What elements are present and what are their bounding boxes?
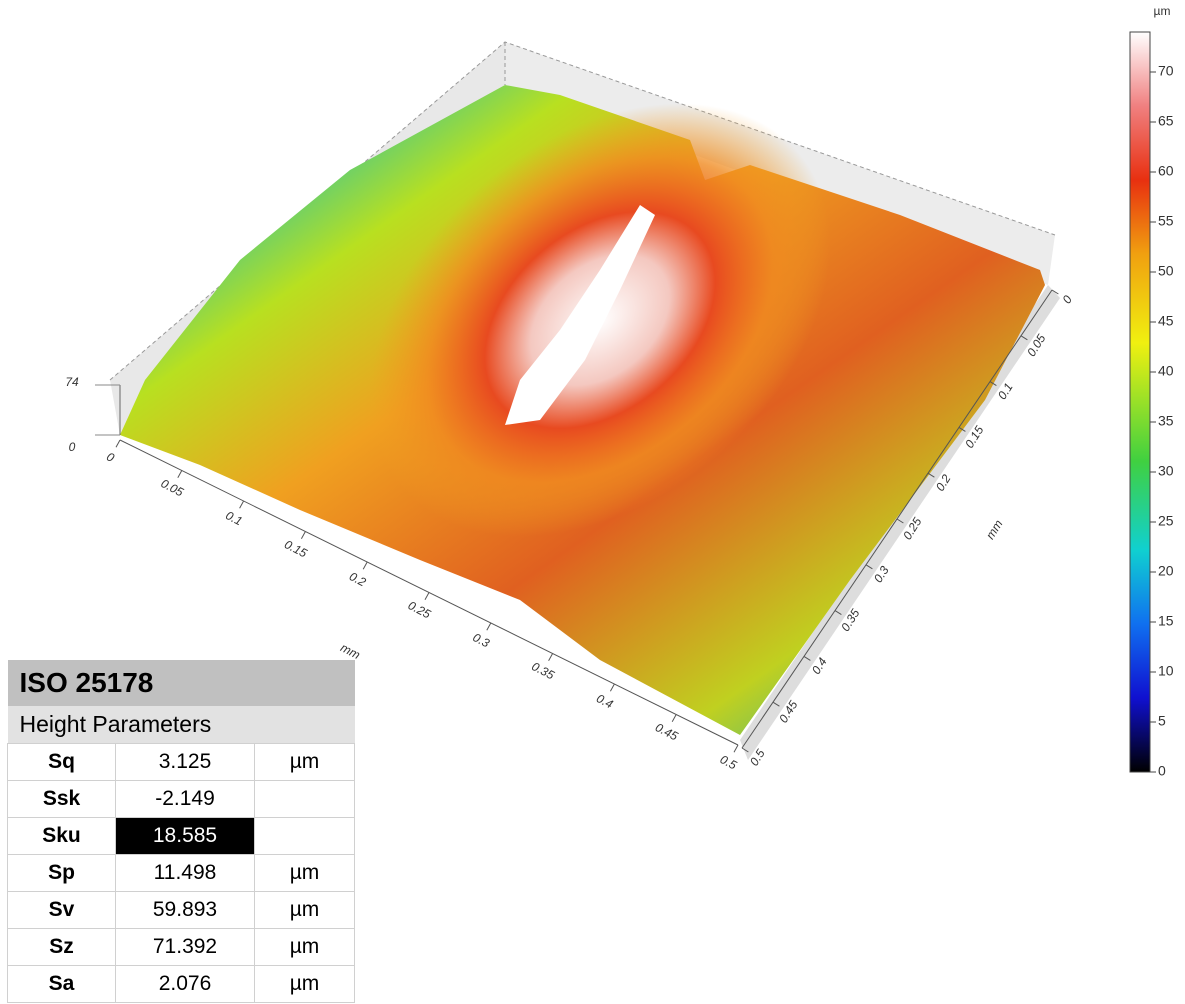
table-row: Sz 71.392 µm	[7, 928, 355, 966]
tick-label: 50	[1158, 263, 1174, 279]
tick-label: 0	[104, 450, 117, 466]
tick-label: 0.2	[347, 569, 369, 589]
tick-mark	[1051, 289, 1059, 295]
tick-mark	[834, 610, 842, 616]
tick-label: 45	[1158, 313, 1174, 329]
tick-label: 0.4	[594, 691, 616, 711]
tick-mark	[865, 564, 873, 570]
table-cell: Sz	[7, 928, 116, 966]
table-cell: µm	[254, 854, 355, 892]
tick-mark	[772, 701, 780, 707]
axis-unit: mm	[983, 517, 1005, 541]
tick-label: 40	[1158, 363, 1174, 379]
table-cell: Ssk	[7, 780, 116, 818]
tick-mark	[741, 747, 749, 753]
surface	[120, 85, 1045, 735]
tick-label: 0	[69, 440, 76, 454]
tick-mark	[958, 426, 966, 432]
tick-label: 0.15	[282, 537, 309, 560]
tick-label: 0.35	[529, 659, 556, 682]
tick-label: 70	[1158, 63, 1174, 79]
tick-label: 25	[1158, 513, 1174, 529]
tick-mark	[671, 714, 677, 722]
table-cell: -2.149	[115, 780, 255, 818]
tick-label: 20	[1158, 563, 1174, 579]
table-cell: Sq	[7, 743, 116, 781]
tick-mark	[177, 470, 183, 478]
table-cell: µm	[254, 965, 355, 1003]
table-row: Sq 3.125 µm	[7, 743, 355, 781]
parameter-table: ISO 25178 Height Parameters Sq 3.125 µm Ssk -2…	[7, 660, 355, 1003]
table-cell: ISO 25178	[7, 660, 355, 706]
tick-label: 0	[1060, 293, 1076, 306]
table-row: Sp 11.498 µm	[7, 854, 355, 892]
tick-mark	[300, 531, 306, 539]
table-row: Sv 59.893 µm	[7, 891, 355, 929]
table-cell: Sku	[7, 817, 116, 855]
table-cell: 18.585	[115, 817, 255, 855]
tick-mark	[927, 472, 935, 478]
table-row: Height Parameters	[7, 706, 355, 744]
tick-label: 55	[1158, 213, 1174, 229]
tick-label: 35	[1158, 413, 1174, 429]
tick-label: 0	[1158, 763, 1166, 779]
axis-unit: mm	[338, 640, 362, 662]
table-cell: 11.498	[115, 854, 255, 892]
tick-label: 0.5	[718, 752, 740, 772]
table-cell: µm	[254, 891, 355, 929]
tick-mark	[548, 653, 554, 661]
tick-mark	[989, 381, 997, 387]
tick-mark	[239, 500, 245, 509]
table-cell	[254, 817, 355, 855]
tick-label: 0.45	[653, 720, 680, 743]
tick-mark	[733, 744, 739, 753]
tick-mark	[1020, 335, 1028, 341]
tick-label: 65	[1158, 113, 1174, 129]
tick-label: 10	[1158, 663, 1174, 679]
table-row: ISO 25178	[7, 660, 355, 706]
tick-label: 5	[1158, 713, 1166, 729]
table-cell: Sv	[7, 891, 116, 929]
table-cell: Sp	[7, 854, 116, 892]
table-cell: µm	[254, 928, 355, 966]
tick-label: 74	[65, 375, 79, 389]
table-cell	[254, 780, 355, 818]
tick-mark	[424, 592, 430, 600]
tick-mark	[609, 683, 615, 692]
table-row: Ssk -2.149	[7, 780, 355, 818]
table-cell: Height Parameters	[7, 706, 355, 744]
tick-mark	[115, 439, 121, 448]
tick-label: 0.05	[159, 476, 186, 499]
tick-label: 0.1	[223, 508, 244, 528]
tick-label: 15	[1158, 613, 1174, 629]
tick-mark	[896, 518, 904, 524]
tick-mark	[803, 655, 811, 661]
tick-mark	[486, 622, 492, 631]
table-cell: µm	[254, 743, 355, 781]
tick-label: 0.3	[471, 630, 493, 650]
tick-mark	[362, 561, 368, 570]
tick-label: 0.25	[406, 598, 433, 621]
table-cell: Sa	[7, 965, 116, 1003]
tick-label: 30	[1158, 463, 1174, 479]
table-cell: 71.392	[115, 928, 255, 966]
table-cell: 3.125	[115, 743, 255, 781]
colorbar	[1129, 31, 1151, 773]
table-row: Sa 2.076 µm	[7, 965, 355, 1003]
tick-label: 60	[1158, 163, 1174, 179]
table-row: Sku 18.585	[7, 817, 355, 855]
table-cell: 59.893	[115, 891, 255, 929]
colorbar-unit: µm	[1154, 4, 1171, 18]
table-cell: 2.076	[115, 965, 255, 1003]
